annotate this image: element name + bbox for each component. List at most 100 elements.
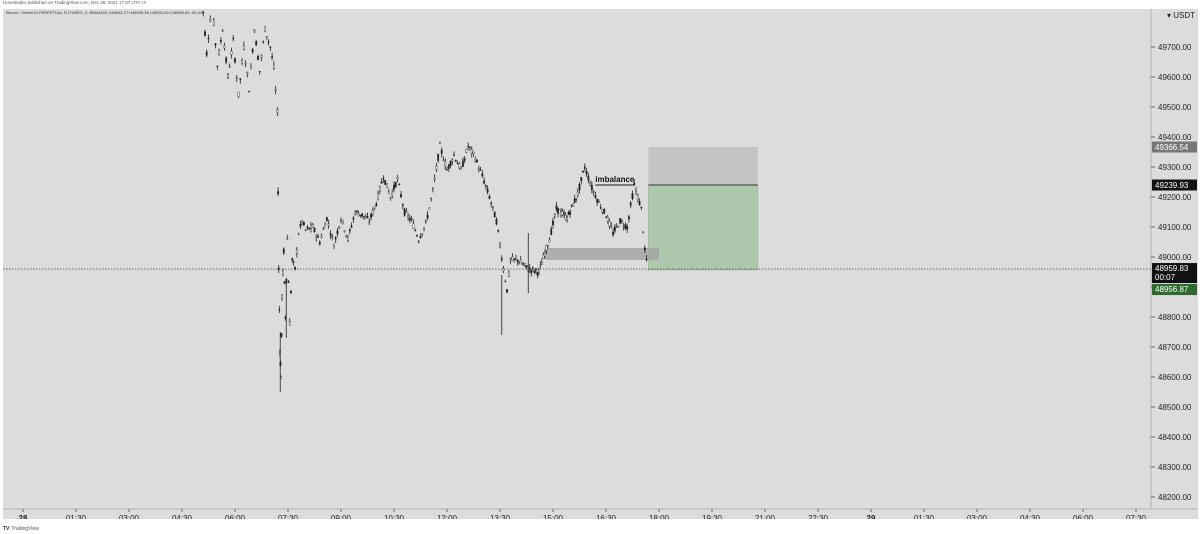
y-tick-label: 48600.00 — [1158, 373, 1192, 382]
x-tick-label: 06:00 — [225, 514, 246, 519]
candle-body — [615, 225, 618, 227]
x-tick-label: 01:30 — [66, 514, 87, 519]
candle-body — [454, 159, 457, 162]
x-tick-label: 22:30 — [808, 514, 829, 519]
currency-label[interactable]: ▾ USDT — [1167, 11, 1195, 20]
x-tick-label: 12:00 — [437, 514, 458, 519]
candle-body — [286, 238, 289, 240]
candle-body — [318, 242, 321, 245]
candle-body — [606, 216, 609, 222]
candle-body — [251, 48, 254, 53]
candle-body — [592, 191, 595, 193]
candle-body — [239, 78, 242, 80]
x-tick-label: 18:00 — [649, 514, 670, 519]
y-tick-label: 48300.00 — [1158, 463, 1192, 472]
candle-body — [509, 258, 512, 261]
candle-body — [642, 231, 645, 233]
candle-body — [499, 244, 501, 247]
candle-body — [537, 269, 540, 273]
x-tick-label: 06:00 — [1073, 514, 1094, 519]
y-tick-label: 49000.00 — [1158, 253, 1192, 262]
y-tick-label: 48200.00 — [1158, 493, 1192, 502]
entry-price-tag-bg — [1152, 179, 1197, 191]
candle-body — [276, 109, 279, 113]
candle-body — [524, 263, 527, 266]
x-tick-label: 21:00 — [755, 514, 776, 519]
candle-body — [497, 229, 500, 232]
candle-body — [403, 208, 406, 216]
candle-body — [631, 193, 634, 199]
x-tick-label: 03:00 — [119, 514, 140, 519]
candle-body — [274, 88, 277, 91]
profit-zone — [648, 184, 759, 271]
x-tick-label: 07:30 — [1126, 514, 1147, 519]
candle-body — [553, 214, 556, 217]
candle-body — [265, 36, 268, 38]
candle-body — [446, 169, 448, 171]
candle-body — [283, 281, 286, 284]
candle-body — [277, 191, 280, 195]
candle-body — [294, 266, 296, 270]
candle-body — [626, 226, 629, 230]
candle-body — [235, 77, 238, 80]
candle-body — [340, 219, 342, 222]
candle-body — [490, 202, 493, 205]
candle-body — [640, 206, 643, 209]
y-tick-label: 49500.00 — [1158, 103, 1192, 112]
candle-body — [329, 233, 332, 235]
candle-body — [267, 41, 270, 43]
chart-panel[interactable]: 49700.00 49600.00 49500.00 49400.00 49300.00… — [3, 9, 1198, 519]
candle-body — [242, 44, 245, 50]
candle-body — [479, 169, 482, 171]
brand-label: TradingView — [11, 526, 39, 532]
candle-body — [603, 208, 606, 214]
candle-body — [282, 248, 285, 254]
candle-body — [212, 19, 215, 26]
candle-body — [628, 216, 630, 220]
candle-body — [331, 235, 334, 237]
candle-body — [264, 26, 266, 32]
price-chart[interactable]: 49700.00 49600.00 49500.00 49400.00 49300.00… — [3, 9, 1198, 519]
candle-body — [354, 211, 357, 215]
candle-body — [472, 151, 475, 155]
candle-body — [249, 66, 252, 69]
candle-body — [531, 267, 534, 269]
candle-body — [575, 198, 578, 200]
candle-body — [345, 234, 348, 237]
candle-body — [578, 183, 581, 191]
candle-body — [430, 198, 432, 200]
candle-body — [207, 37, 210, 40]
candle-body — [382, 178, 385, 180]
x-tick-label: 10:30 — [384, 514, 405, 519]
candle-body — [576, 191, 579, 196]
candle-body — [295, 249, 298, 254]
candle-body — [613, 226, 616, 232]
candle-body — [333, 246, 335, 249]
candle-body — [624, 224, 627, 229]
candle-body — [617, 226, 620, 228]
candle-body — [310, 224, 312, 229]
candle-body — [605, 216, 607, 219]
candle-body — [325, 217, 328, 221]
candle-body — [281, 294, 283, 299]
candle-body — [596, 199, 599, 203]
candle-body — [311, 224, 314, 228]
candle-body — [366, 216, 369, 218]
candle-body — [570, 204, 573, 207]
target-zone — [648, 147, 758, 186]
countdown-tag: 00:07 — [1155, 273, 1176, 282]
candle-body — [442, 159, 445, 161]
candle-body — [507, 271, 510, 277]
footer-brand: TV TradingView — [3, 526, 39, 532]
candle-body — [484, 184, 487, 187]
x-tick-label: 07:30 — [278, 514, 299, 519]
candle-body — [533, 270, 536, 273]
x-tick-label: 03:00 — [967, 514, 988, 519]
candle-body — [363, 215, 365, 218]
candles — [202, 10, 648, 380]
candle-body — [234, 58, 236, 63]
candle-body — [573, 198, 576, 203]
candle-body — [338, 226, 341, 229]
candle-body — [292, 261, 295, 263]
candle-body — [230, 51, 233, 55]
